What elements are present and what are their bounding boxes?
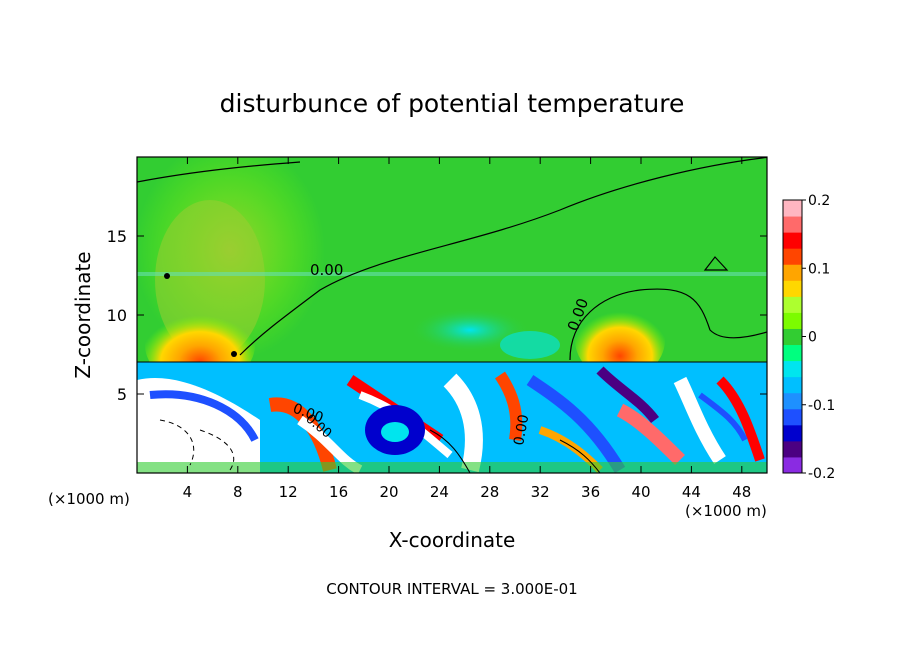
- colorbar-swatch: [783, 296, 802, 313]
- x-tick-label: 48: [732, 483, 751, 501]
- colorbar-swatch: [783, 280, 802, 297]
- colorbar-tick-label: -0.2: [808, 466, 835, 482]
- colorbar-swatch: [783, 344, 802, 362]
- colorbar-swatch: [783, 360, 802, 378]
- x-tick-label: 20: [379, 483, 398, 501]
- colorbar-tick-label: 0.2: [808, 193, 830, 209]
- chart-title: disturbunce of potential temperature: [220, 89, 685, 118]
- x-tick-label: 4: [183, 483, 193, 501]
- x-tick-label: 36: [581, 483, 600, 501]
- colorbar-swatch: [783, 248, 802, 265]
- x-tick-label: 12: [279, 483, 298, 501]
- colorbar-swatch: [783, 312, 802, 329]
- colorbar-swatch: [783, 264, 802, 281]
- x-tick-label: 8: [233, 483, 243, 501]
- y-tick-label: 10: [107, 306, 127, 325]
- colorbar-swatch: [783, 200, 802, 217]
- colorbar-swatch: [783, 328, 802, 346]
- colorbar-swatch: [783, 440, 802, 458]
- x-tick-label: 32: [531, 483, 550, 501]
- colorbar-tick-label: -0.1: [808, 398, 835, 414]
- x-unit-label-right: (×1000 m): [685, 502, 767, 520]
- colorbar-swatch: [783, 408, 802, 426]
- x-tick-label: 28: [480, 483, 499, 501]
- x-tick-label: 16: [329, 483, 348, 501]
- colorbar-swatch: [783, 216, 802, 233]
- colorbar-swatch: [783, 232, 802, 249]
- colorbar-tick-label: 0.1: [808, 261, 830, 277]
- contour-label: 0.00: [511, 413, 532, 446]
- footer-note: CONTOUR INTERVAL = 3.000E-01: [326, 580, 577, 598]
- x-axis-label: X-coordinate: [389, 528, 516, 552]
- x-tick-label: 44: [682, 483, 701, 501]
- contour-label: 0.00: [310, 261, 343, 279]
- x-unit-label-left: (×1000 m): [48, 490, 130, 508]
- x-tick-label: 24: [430, 483, 449, 501]
- colorbar-swatch: [783, 424, 802, 442]
- colorbar-swatch: [783, 376, 802, 394]
- x-tick-label: 40: [631, 483, 650, 501]
- y-axis-label: Z-coordinate: [71, 251, 95, 378]
- plot-field: [137, 157, 767, 473]
- y-tick-label: 5: [117, 385, 127, 404]
- colorbar-swatch: [783, 392, 802, 410]
- y-tick-label: 15: [107, 227, 127, 246]
- colorbar-swatch: [783, 456, 802, 474]
- colorbar-tick-label: 0: [808, 330, 817, 346]
